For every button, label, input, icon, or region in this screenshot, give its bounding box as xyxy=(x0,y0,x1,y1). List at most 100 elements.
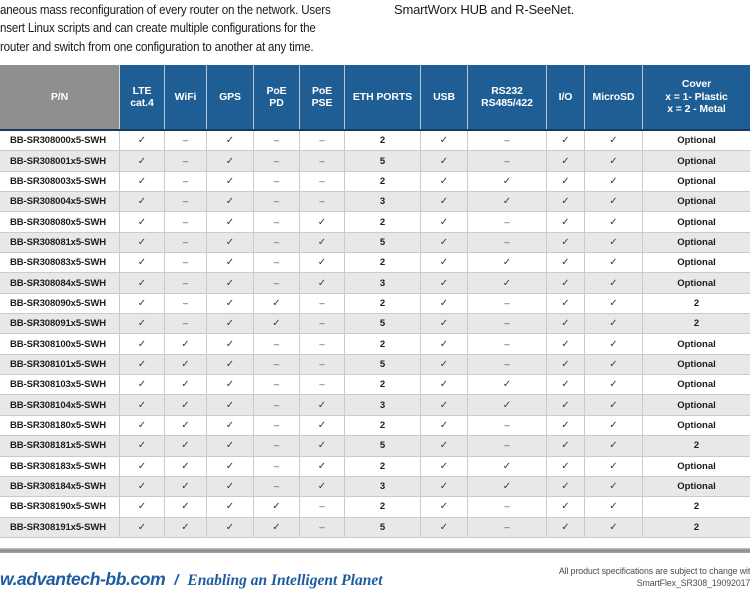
spec-value-cell: ✓ xyxy=(547,232,585,254)
spec-value-cell: – xyxy=(300,334,345,355)
spec-value-cell: ✓ xyxy=(421,131,468,152)
spec-value-cell: – xyxy=(254,395,300,416)
spec-value-cell: 2 xyxy=(643,314,750,335)
column-header-io: I/O xyxy=(547,65,585,129)
spec-value-cell: – xyxy=(300,192,345,213)
spec-value-cell: ✓ xyxy=(585,293,643,315)
spec-value-cell: Optional xyxy=(643,395,750,416)
spec-value-cell: 2 xyxy=(345,253,421,274)
table-row: BB-SR308190x5-SWH ✓ ✓ ✓ ✓ –2 ✓ – ✓ ✓ 2 xyxy=(0,497,750,518)
table-row: BB-SR308183x5-SWH ✓ ✓ ✓ – ✓ 2 ✓ ✓ ✓ ✓ Optional xyxy=(0,456,750,477)
table-row: BB-SR308000x5-SWH ✓ – ✓ – –2 ✓ – ✓ ✓ Optional xyxy=(0,131,750,152)
spec-value-cell: 2 xyxy=(345,171,421,193)
spec-value-cell: ✓ xyxy=(547,517,585,538)
spec-value-cell: – xyxy=(468,354,547,376)
website-link[interactable]: w.advantech-bb.com xyxy=(0,569,166,589)
spec-value-cell: Optional xyxy=(643,212,750,233)
table-row: BB-SR308083x5-SWH ✓ – ✓ – ✓ 2 ✓ ✓ ✓ ✓ Optional xyxy=(0,253,750,274)
spec-value-cell: ✓ xyxy=(547,334,585,355)
part-number-cell: BB-SR308181x5-SWH xyxy=(0,436,120,457)
spec-value-cell: ✓ xyxy=(468,192,547,213)
spec-value-cell: ✓ xyxy=(120,375,165,396)
spec-value-cell: – xyxy=(254,375,300,396)
spec-value-cell: ✓ xyxy=(585,517,643,538)
spec-value-cell: ✓ xyxy=(421,192,468,213)
spec-value-cell: Optional xyxy=(643,375,750,396)
spec-value-cell: ✓ xyxy=(120,415,165,437)
spec-value-cell: ✓ xyxy=(585,476,643,498)
spec-value-cell: ✓ xyxy=(120,131,165,152)
table-row: BB-SR308084x5-SWH ✓ – ✓ – ✓ 3 ✓ ✓ ✓ ✓ Optional xyxy=(0,273,750,294)
spec-value-cell: ✓ xyxy=(165,375,207,396)
spec-value-cell: – xyxy=(165,293,207,315)
table-row: BB-SR308100x5-SWH ✓ ✓ ✓ – –2 ✓ – ✓ ✓ Optional xyxy=(0,334,750,355)
spec-value-cell: ✓ xyxy=(120,232,165,254)
spec-value-cell: 2 xyxy=(345,497,421,518)
spec-value-cell: ✓ xyxy=(585,497,643,518)
spec-value-cell: 3 xyxy=(345,192,421,213)
spec-value-cell: ✓ xyxy=(120,253,165,274)
spec-value-cell: – xyxy=(300,517,345,538)
spec-value-cell: ✓ xyxy=(421,273,468,294)
spec-value-cell: – xyxy=(165,171,207,193)
spec-value-cell: – xyxy=(254,192,300,213)
spec-value-cell: 5 xyxy=(345,517,421,538)
spec-value-cell: Optional xyxy=(643,131,750,152)
spec-value-cell: ✓ xyxy=(254,517,300,538)
spec-value-cell: ✓ xyxy=(120,395,165,416)
spec-value-cell: ✓ xyxy=(421,436,468,457)
spec-value-cell: ✓ xyxy=(207,517,254,538)
spec-value-cell: ✓ xyxy=(300,436,345,457)
spec-value-cell: ✓ xyxy=(421,395,468,416)
spec-value-cell: ✓ xyxy=(207,497,254,518)
spec-value-cell: – xyxy=(300,293,345,315)
spec-value-cell: ✓ xyxy=(120,334,165,355)
spec-value-cell: ✓ xyxy=(585,354,643,376)
spec-value-cell: ✓ xyxy=(547,354,585,376)
spec-value-cell: 2 xyxy=(345,293,421,315)
spec-value-cell: ✓ xyxy=(547,436,585,457)
part-number-cell: BB-SR308081x5-SWH xyxy=(0,232,120,254)
spec-value-cell: – xyxy=(468,314,547,335)
spec-value-cell: – xyxy=(254,334,300,355)
column-header-lte: LTE cat.4 xyxy=(120,65,165,129)
spec-value-cell: Optional xyxy=(643,334,750,355)
spec-value-cell: ✓ xyxy=(207,212,254,233)
spec-value-cell: – xyxy=(165,273,207,294)
spec-value-cell: ✓ xyxy=(120,273,165,294)
spec-value-cell: ✓ xyxy=(207,436,254,457)
spec-value-cell: – xyxy=(468,293,547,315)
spec-value-cell: 5 xyxy=(345,314,421,335)
spec-value-cell: ✓ xyxy=(468,171,547,193)
spec-value-cell: ✓ xyxy=(165,456,207,477)
part-number-cell: BB-SR308101x5-SWH xyxy=(0,354,120,376)
spec-value-cell: ✓ xyxy=(421,375,468,396)
spec-value-cell: Optional xyxy=(643,354,750,376)
table-row: BB-SR308191x5-SWH ✓ ✓ ✓ ✓ –5 ✓ – ✓ ✓ 2 xyxy=(0,517,750,538)
part-number-cell: BB-SR308190x5-SWH xyxy=(0,497,120,518)
part-number-cell: BB-SR308084x5-SWH xyxy=(0,273,120,294)
spec-value-cell: 5 xyxy=(345,436,421,457)
spec-value-cell: ✓ xyxy=(585,171,643,193)
spec-value-cell: ✓ xyxy=(585,436,643,457)
spec-value-cell: ✓ xyxy=(300,232,345,254)
spec-value-cell: ✓ xyxy=(585,212,643,233)
spec-value-cell: ✓ xyxy=(120,456,165,477)
part-number-cell: BB-SR308180x5-SWH xyxy=(0,415,120,437)
spec-value-cell: – xyxy=(468,436,547,457)
spec-value-cell: ✓ xyxy=(468,253,547,274)
spec-value-cell: ✓ xyxy=(547,497,585,518)
spec-value-cell: Optional xyxy=(643,457,750,477)
column-header-eth-ports: ETH PORTS xyxy=(345,65,421,129)
spec-value-cell: ✓ xyxy=(165,436,207,457)
spec-value-cell: ✓ xyxy=(585,151,643,172)
spec-value-cell: ✓ xyxy=(547,395,585,416)
column-header-rs232-rs485: RS232 RS485/422 xyxy=(468,65,547,129)
spec-value-cell: 3 xyxy=(345,273,421,294)
spec-value-cell: ✓ xyxy=(207,476,254,498)
spec-value-cell: ✓ xyxy=(207,334,254,355)
spec-value-cell: 2 xyxy=(643,497,750,518)
spec-value-cell: ✓ xyxy=(207,192,254,213)
spec-value-cell: ✓ xyxy=(421,232,468,254)
spec-value-cell: – xyxy=(468,497,547,518)
